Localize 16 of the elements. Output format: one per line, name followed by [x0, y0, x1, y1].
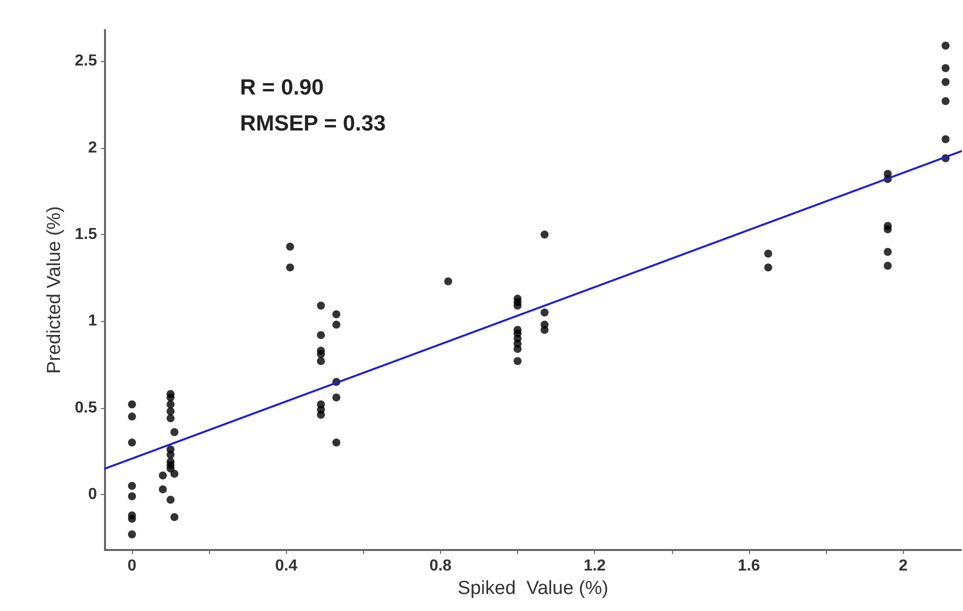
y-tick-label: 1 — [88, 312, 98, 330]
x-tick-label: 1.6 — [738, 558, 760, 574]
y-tick-label: 0 — [88, 486, 98, 504]
y-tick-label: 2.5 — [74, 52, 98, 70]
y-tick-label: 0.5 — [74, 399, 98, 416]
x-tick-label: 1.2 — [584, 558, 606, 574]
y-axis-title: Predicted Value (%) — [44, 206, 65, 374]
annotation: R = 0.90 — [240, 74, 324, 100]
x-tick-label: 0 — [128, 558, 137, 574]
x-axis-title: Spiked Value (%) — [458, 578, 608, 599]
annotation: RMSEP = 0.33 — [240, 110, 386, 136]
x-tick-label: 2 — [898, 558, 908, 574]
y-tick-label: 1.5 — [74, 226, 98, 244]
y-tick-label: 2 — [88, 139, 98, 156]
x-tick-label: 0.8 — [429, 558, 452, 574]
x-tick-label: 0.4 — [275, 558, 298, 574]
